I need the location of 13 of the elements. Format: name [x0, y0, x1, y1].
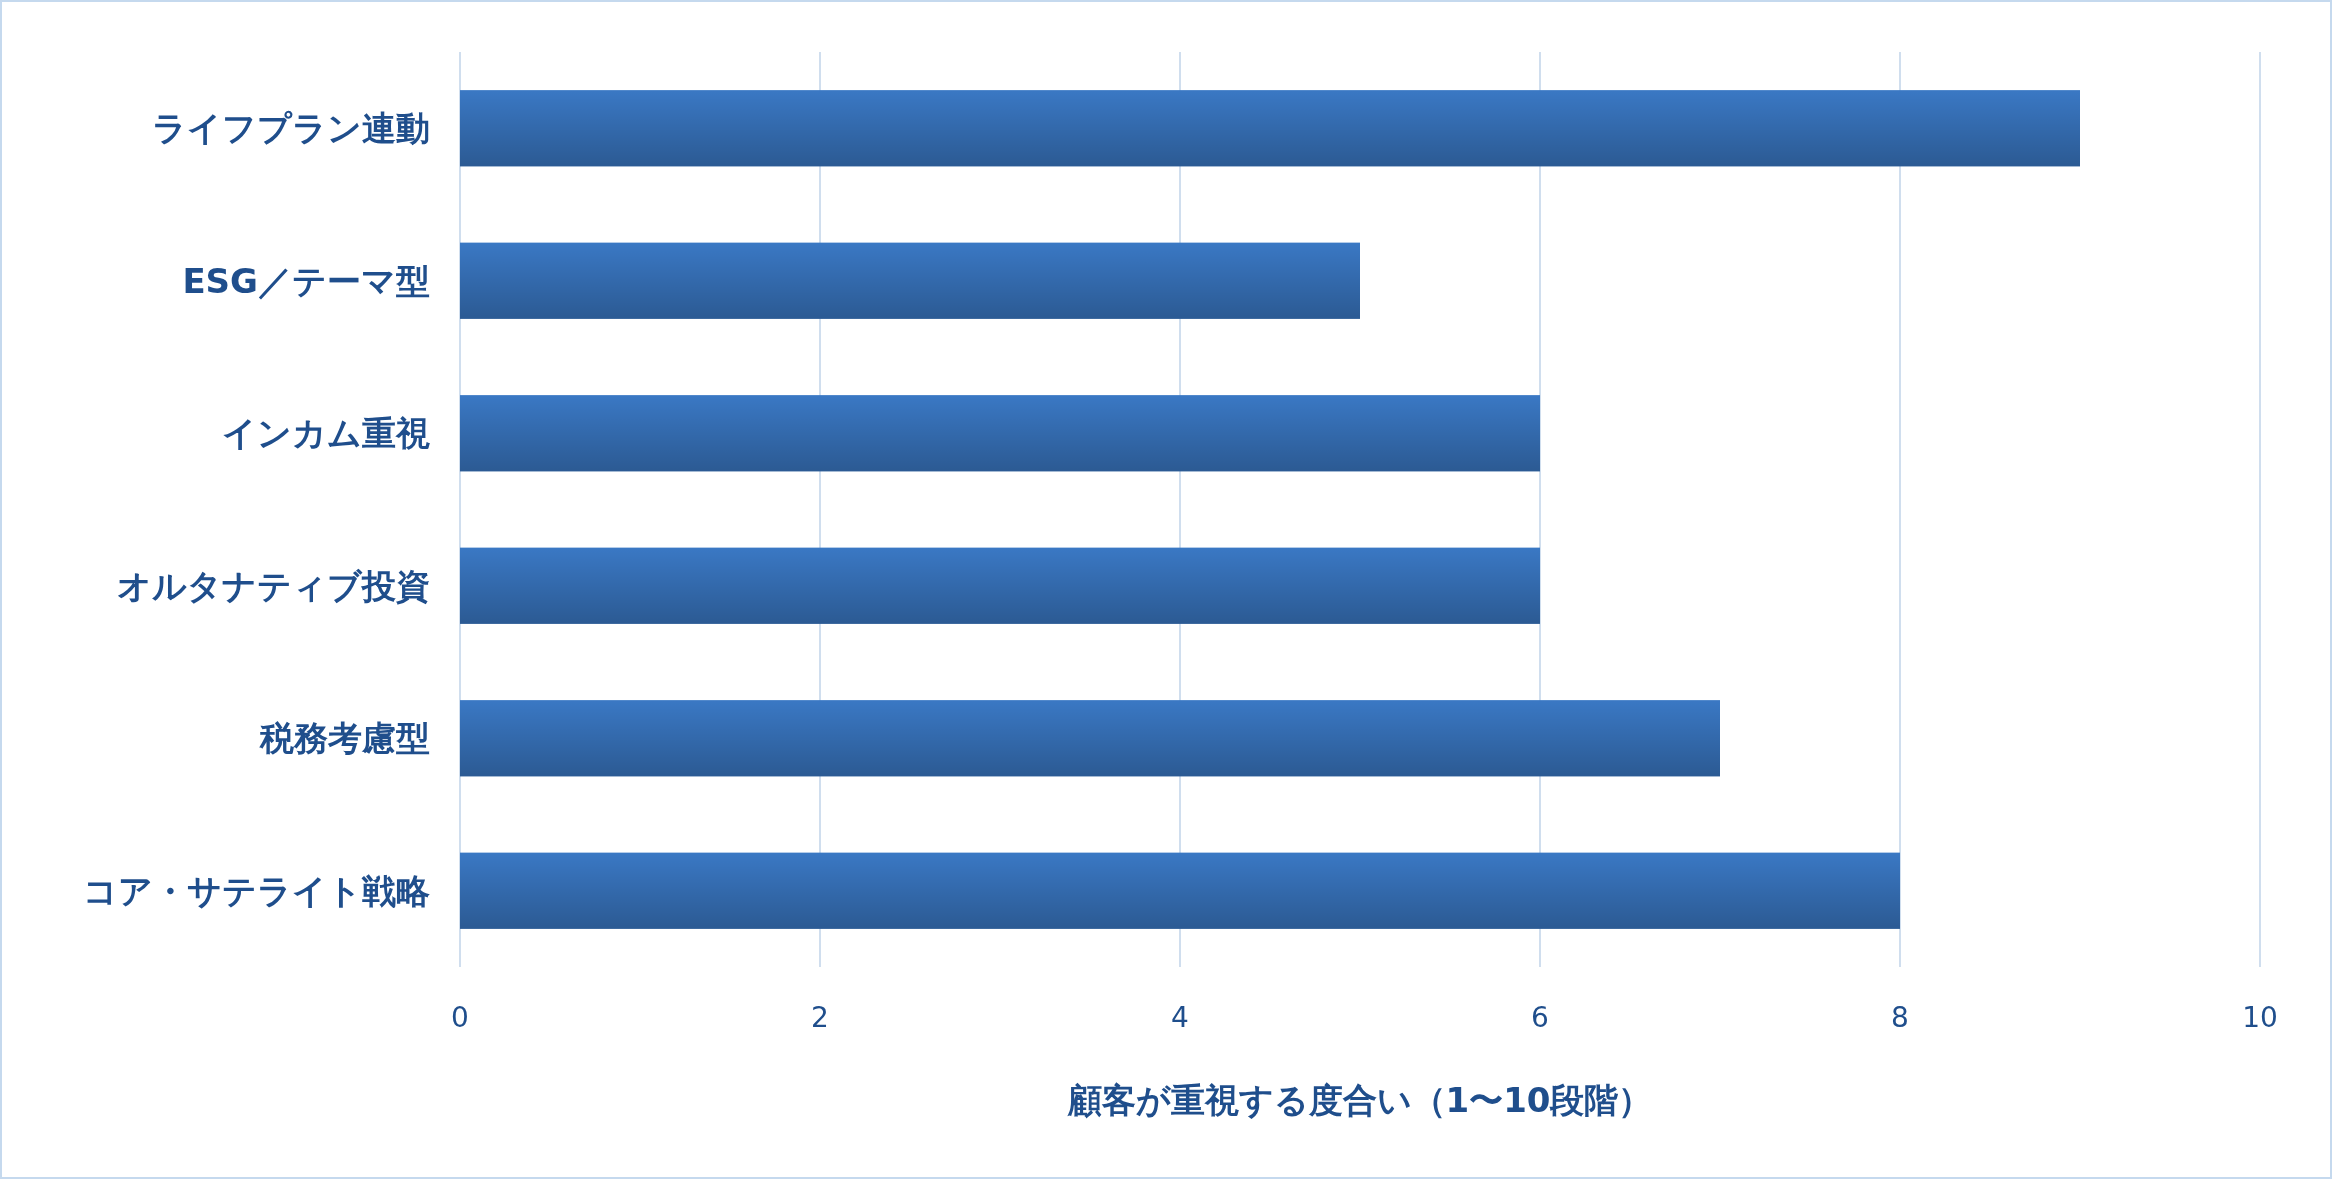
x-tick-label: 10	[2242, 1001, 2278, 1034]
x-tick-label: 0	[451, 1001, 469, 1034]
y-tick-label: インカム重視	[222, 413, 430, 454]
y-tick-label: ESG／テーマ型	[182, 260, 430, 301]
y-tick-label: ライフプラン連動	[152, 108, 430, 149]
x-axis-title: 顧客が重視する度合い（1〜10段階）	[1066, 1080, 1653, 1120]
x-tick-label: 4	[1171, 1001, 1189, 1034]
x-tick-label: 2	[811, 1001, 829, 1034]
y-tick-label: オルタナティブ投資	[117, 565, 430, 606]
x-tick-label: 6	[1531, 1001, 1549, 1034]
x-tick-label: 8	[1891, 1001, 1909, 1034]
y-tick-label: 税務考慮型	[259, 718, 430, 759]
y-tick-label: コア・サテライト戦略	[83, 870, 430, 911]
